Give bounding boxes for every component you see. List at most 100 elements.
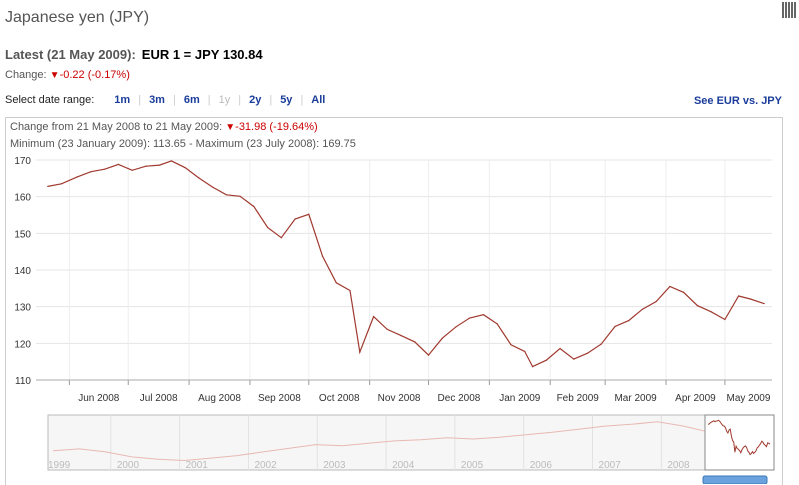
data-point	[628, 320, 630, 322]
data-point	[400, 335, 402, 337]
range-6m[interactable]: 6m	[183, 94, 200, 106]
data-point	[76, 176, 78, 178]
x-tick-label: Aug 2008	[198, 393, 241, 404]
x-tick-label: Nov 2008	[378, 393, 421, 404]
y-tick-label: 110	[15, 376, 31, 387]
compare-link[interactable]: See EUR vs. JPY	[693, 95, 782, 107]
y-tick-label: 120	[14, 339, 31, 350]
y-tick-label: 150	[14, 229, 31, 240]
range-3m[interactable]: 3m	[149, 94, 165, 106]
data-point	[266, 226, 269, 229]
y-tick-label: 140	[14, 266, 31, 277]
change-label: Change:	[5, 69, 47, 81]
data-point	[738, 295, 740, 297]
data-point	[496, 323, 498, 325]
data-point	[510, 344, 512, 346]
data-point	[655, 300, 657, 303]
down-arrow-icon: ▼	[49, 70, 60, 81]
navigator-year-label: 2000	[117, 460, 140, 471]
data-point	[47, 185, 49, 187]
navigator-year-label: 1999	[48, 460, 71, 471]
navigator-year-label: 2006	[530, 460, 553, 471]
data-point	[253, 205, 255, 208]
data-point	[308, 213, 310, 215]
data-point	[427, 354, 430, 356]
data-point	[763, 302, 765, 305]
data-point	[524, 350, 526, 352]
navigator-selection-line	[707, 419, 771, 456]
range-2y[interactable]: 2y	[249, 94, 262, 106]
data-point	[600, 343, 602, 345]
chart-panel	[5, 117, 783, 485]
data-point	[294, 218, 296, 220]
navigator-scroll-handle[interactable]	[702, 475, 768, 484]
x-tick-label: Jul 2008	[140, 393, 178, 404]
data-point	[641, 308, 644, 310]
range-all[interactable]: All	[311, 94, 326, 106]
series-line	[47, 160, 765, 368]
data-point	[683, 291, 685, 293]
navigator-year-label: 2002	[254, 460, 277, 471]
data-point	[545, 359, 547, 361]
range-5y[interactable]: 5y	[280, 94, 293, 106]
data-point	[159, 164, 161, 166]
data-point	[386, 328, 388, 330]
data-point	[359, 351, 361, 353]
period-change: Change from 21 May 2008 to 21 May 2009: …	[10, 121, 318, 133]
navigator-history-line	[52, 421, 711, 462]
data-point	[441, 337, 443, 339]
data-point	[90, 171, 92, 173]
navigator-box	[47, 414, 775, 471]
data-point	[349, 289, 351, 292]
y-tick-label: 170	[14, 156, 31, 167]
navigator-year-label: 2003	[323, 460, 346, 471]
x-tick-label: Feb 2009	[557, 393, 600, 404]
data-point	[321, 255, 324, 257]
data-point	[198, 177, 200, 179]
y-tick-label: 160	[14, 193, 31, 204]
latest-value: EUR 1 = JPY 130.84	[141, 47, 263, 62]
change-value: -0.22 (-0.17%)	[59, 69, 130, 81]
data-point	[225, 194, 227, 196]
navigator-selection	[704, 414, 775, 471]
data-point	[372, 315, 375, 318]
navigator-year-label: 2004	[392, 460, 415, 471]
x-tick-label: Sep 2008	[258, 393, 301, 404]
x-tick-label: Apr 2009	[675, 393, 716, 404]
navigator-year-label: 2007	[599, 460, 622, 471]
range-1m[interactable]: 1m	[114, 94, 131, 106]
data-point	[117, 163, 120, 165]
data-point	[559, 347, 561, 350]
x-tick-label: Dec 2008	[438, 393, 481, 404]
data-point	[131, 169, 133, 171]
x-tick-label: Jun 2008	[78, 393, 120, 404]
data-point	[469, 317, 471, 319]
data-point	[482, 314, 485, 316]
date-range-label: Select date range:	[5, 94, 95, 106]
data-point	[696, 304, 699, 307]
data-point	[280, 237, 282, 239]
data-point	[60, 183, 63, 185]
data-point	[710, 311, 712, 313]
x-tick-label: Mar 2009	[614, 393, 657, 404]
data-point	[455, 326, 457, 328]
data-point	[145, 165, 147, 167]
data-point	[724, 318, 726, 321]
latest-label: Latest (21 May 2009):	[5, 47, 136, 62]
data-point	[170, 160, 173, 162]
data-point	[104, 168, 106, 170]
min-max-summary: Minimum (23 January 2009): 113.65 - Maxi…	[10, 138, 356, 150]
down-arrow-icon: ▼	[225, 122, 236, 133]
data-point	[414, 341, 416, 343]
data-point	[239, 195, 241, 197]
data-point	[749, 298, 752, 300]
range-1y: 1y	[218, 94, 231, 106]
period-change-label: Change from 21 May 2008 to 21 May 2009:	[10, 121, 223, 133]
latest-rate: Latest (21 May 2009): EUR 1 = JPY 130.84	[5, 47, 263, 62]
y-tick-label: 130	[14, 303, 31, 314]
data-point	[212, 186, 214, 188]
x-tick-label: May 2009	[726, 393, 770, 404]
navigator-year-label: 2008	[667, 460, 690, 471]
page-title: Japanese yen (JPY)	[5, 9, 150, 26]
